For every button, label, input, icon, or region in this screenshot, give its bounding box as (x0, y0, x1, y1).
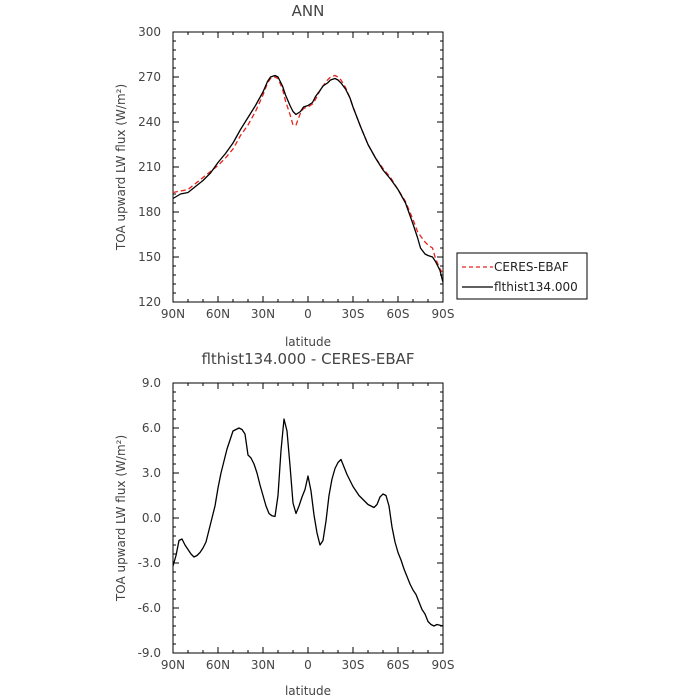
top-y-tick-label: 270 (138, 70, 161, 84)
top-y-ticks: 120 150 180 210 240 270 300 (138, 25, 443, 309)
top-x-tick-label: 0 (304, 307, 312, 321)
top-chart-title: ANN (292, 2, 325, 20)
bottom-x-axis-label: latitude (285, 684, 331, 698)
bottom-y-tick-label: 9.0 (142, 376, 161, 390)
top-x-tick-label: 30N (251, 307, 275, 321)
bottom-x-tick-label: 0 (304, 658, 312, 672)
legend: CERES-EBAF flthist134.000 (456, 252, 588, 300)
bottom-y-tick-label: 0.0 (142, 511, 161, 525)
top-x-ticks: 90N 60N 30N 0 30S 60S 90S (161, 32, 455, 321)
top-y-tick-label: 240 (138, 115, 161, 129)
top-x-tick-label: 60S (387, 307, 410, 321)
bottom-series-line-model (172, 418, 444, 627)
bottom-series-group (172, 418, 444, 627)
top-y-tick-label: 120 (138, 295, 161, 309)
bottom-panel: flthist134.000 - CERES-EBAF 90N 60N 30N 0 30… (114, 350, 454, 698)
legend-box (456, 252, 588, 300)
top-plot-frame (172, 31, 444, 303)
bottom-y-tick-label: 3.0 (142, 466, 161, 480)
legend-label-model: flthist134.000 (494, 280, 578, 294)
bottom-y-tick-label: -3.0 (138, 556, 161, 570)
bottom-y-tick-label: 6.0 (142, 421, 161, 435)
bottom-y-axis-label: TOA upward LW flux (W/m²) (114, 435, 128, 602)
legend-label-ceres: CERES-EBAF (494, 260, 569, 274)
top-x-tick-label: 90N (161, 307, 185, 321)
bottom-x-tick-label: 90N (161, 658, 185, 672)
bottom-y-ticks: -9.0 -6.0 -3.0 0.0 3.0 6.0 9.0 (138, 376, 443, 660)
top-x-axis-label: latitude (285, 335, 331, 349)
top-series-line-model (172, 74, 444, 283)
bottom-x-tick-label: 60N (206, 658, 230, 672)
bottom-plot-frame (172, 382, 444, 654)
bottom-y-tick-label: -9.0 (138, 646, 161, 660)
top-x-tick-label: 60N (206, 307, 230, 321)
bottom-x-tick-label: 30N (251, 658, 275, 672)
bottom-x-tick-label: 60S (387, 658, 410, 672)
bottom-x-ticks: 90N 60N 30N 0 30S 60S 90S (161, 383, 455, 672)
top-x-tick-label: 90S (432, 307, 455, 321)
bottom-x-tick-label: 90S (432, 658, 455, 672)
top-y-tick-label: 150 (138, 250, 161, 264)
bottom-x-tick-label: 30S (342, 658, 365, 672)
top-y-tick-label: 180 (138, 205, 161, 219)
top-series-line-ceres-ebaf (172, 74, 444, 274)
top-y-tick-label: 210 (138, 160, 161, 174)
top-panel: ANN 90N 60N 30N 0 30S 60S 90S 120 150 180 210 240 2… (114, 2, 454, 349)
bottom-chart-title: flthist134.000 - CERES-EBAF (201, 350, 414, 368)
top-x-tick-label: 30S (342, 307, 365, 321)
top-series-group (172, 74, 444, 283)
bottom-y-tick-label: -6.0 (138, 601, 161, 615)
top-y-tick-label: 300 (138, 25, 161, 39)
top-y-axis-label: TOA upward LW flux (W/m²) (114, 84, 128, 251)
